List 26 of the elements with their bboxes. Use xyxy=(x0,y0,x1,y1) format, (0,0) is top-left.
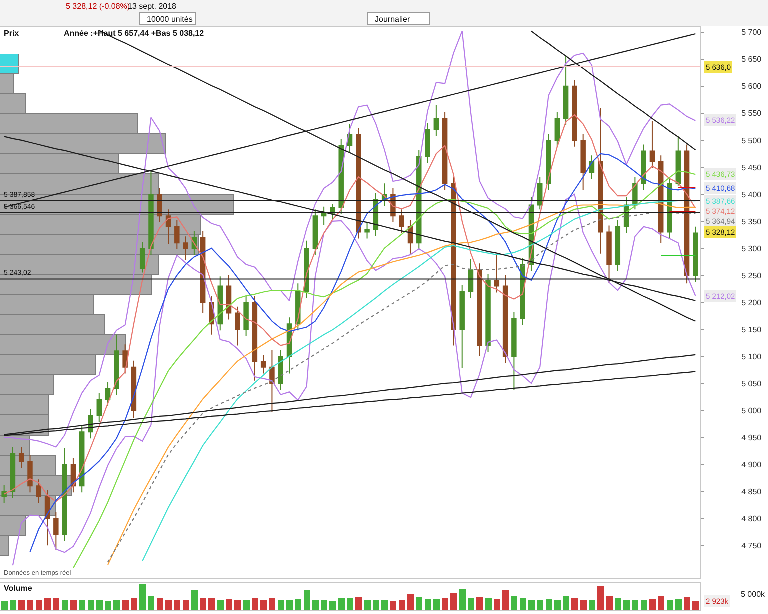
y-tick-label: 5 250 xyxy=(742,271,762,280)
y-tick-label: 5 500 xyxy=(742,136,762,146)
y-tick-label: 5 300 xyxy=(742,244,762,254)
y-tick-label: 4 800 xyxy=(742,514,762,524)
y-tick-label: 4 900 xyxy=(742,460,762,470)
y-tick-label: 5 700 xyxy=(742,28,762,38)
chart-title: Volume xyxy=(4,584,33,593)
y-tick-label: 5 400 xyxy=(742,190,762,200)
y-tick-label: 5 600 xyxy=(742,82,762,92)
text: 5 000k xyxy=(741,590,766,599)
chart-title: Prix xyxy=(4,29,20,38)
y-tick-label: 5 000 xyxy=(742,406,762,416)
y-tick-label: 5 650 xyxy=(742,55,762,64)
y-tick-label: 5 350 xyxy=(742,217,762,226)
y-tick-label: 5 550 xyxy=(742,109,762,118)
y-tick-label: 4 850 xyxy=(742,487,762,496)
y-tick-label: 4 750 xyxy=(742,541,762,550)
y-tick-label: 5 450 xyxy=(742,163,762,172)
y-tick-label: 4 950 xyxy=(742,433,762,442)
y-tick-label: 5 150 xyxy=(742,325,762,334)
y-tick-label: 5 100 xyxy=(742,352,762,362)
text: 10000 unités xyxy=(147,15,193,24)
text: 13 sept. 2018 xyxy=(128,2,178,11)
y-tick-label: 5 050 xyxy=(742,379,762,388)
y-tick-label: 5 200 xyxy=(742,298,762,308)
text: Journalier xyxy=(375,15,410,24)
